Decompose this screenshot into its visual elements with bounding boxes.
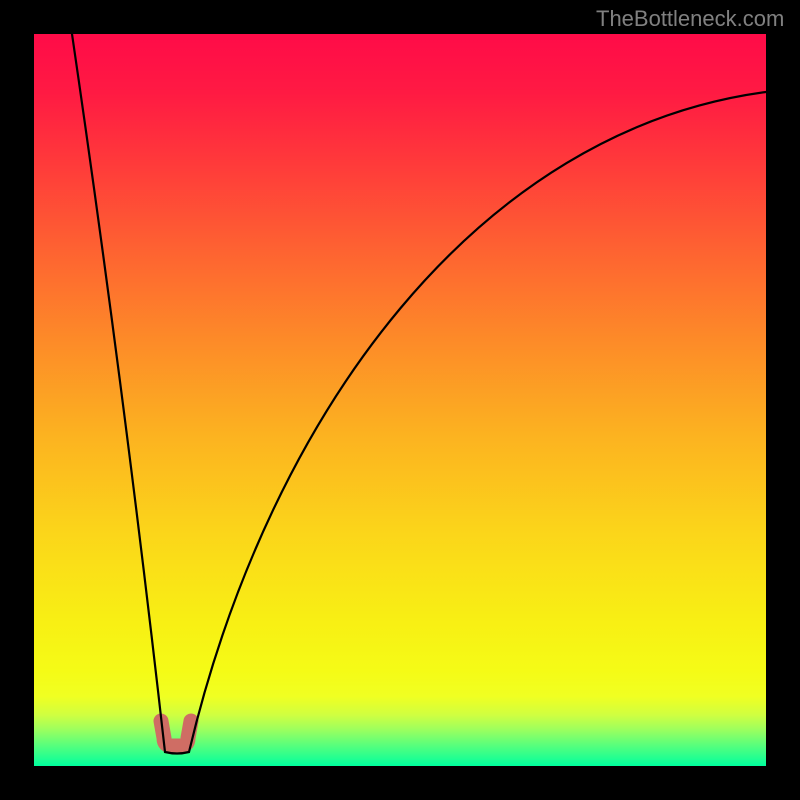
valley-highlight-marker <box>161 721 191 746</box>
curve-layer <box>0 0 800 800</box>
watermark-text: TheBottleneck.com <box>596 6 784 32</box>
chart-container: TheBottleneck.com <box>0 0 800 800</box>
bottleneck-curve <box>72 34 766 754</box>
